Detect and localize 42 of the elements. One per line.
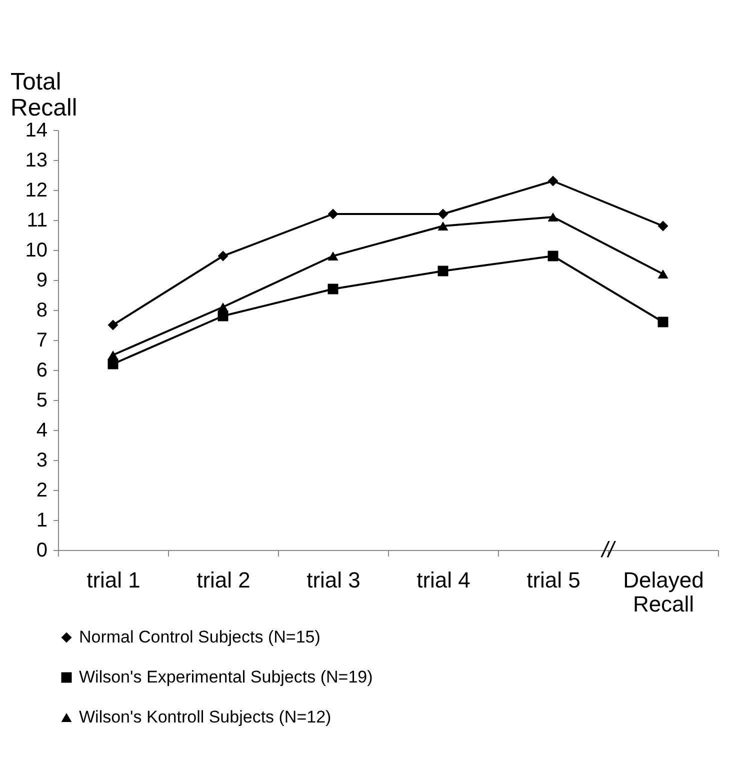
- y-tick-label: 6: [36, 360, 48, 382]
- point: [548, 250, 558, 262]
- y-tick-label: 8: [36, 300, 48, 322]
- point: [218, 302, 228, 312]
- y-tick-label: 7: [36, 330, 48, 352]
- point: [328, 284, 338, 294]
- y-tick-label: 13: [25, 150, 48, 172]
- point: [548, 176, 558, 186]
- point: [438, 221, 448, 231]
- y-tick-label: 3: [36, 450, 48, 472]
- legend-label: Wilson's Kontroll Subjects (N=12): [79, 708, 332, 726]
- y-tick-label: 4: [36, 420, 48, 442]
- y-tick-label: 5: [36, 390, 48, 412]
- legend-label: Normal Control Subjects (N=15): [79, 628, 320, 646]
- y-tick-label: 9: [36, 270, 48, 292]
- x-tick-label: trial 5: [526, 568, 580, 592]
- y-tick-label: 1: [36, 510, 48, 532]
- point: [438, 208, 448, 220]
- point: [108, 320, 118, 330]
- y-tick-label: 14: [25, 120, 48, 142]
- point: [218, 250, 228, 262]
- point: [438, 266, 448, 276]
- point: [658, 220, 668, 232]
- x-tick-label: trial 1: [86, 568, 140, 592]
- y-axis-title: Total Recall: [10, 68, 78, 122]
- y-tick-label: 10: [25, 240, 48, 262]
- x-tick-label: Delayed Recall: [623, 568, 704, 616]
- point: [658, 269, 668, 279]
- y-tick-label: 0: [36, 540, 48, 562]
- point: [548, 212, 558, 222]
- x-tick-label: trial 4: [416, 568, 470, 592]
- annotation: //: [600, 537, 616, 562]
- point: [328, 208, 338, 220]
- x-tick-label: trial 3: [306, 568, 360, 592]
- point: [658, 316, 668, 328]
- legend-label: Wilson's Experimental Subjects (N=19): [79, 668, 373, 686]
- point: [108, 350, 118, 360]
- x-tick-label: trial 2: [196, 568, 250, 592]
- y-tick-label: 11: [26, 210, 48, 232]
- y-tick-label: 12: [25, 180, 48, 202]
- y-tick-label: 2: [36, 480, 48, 502]
- point: [328, 251, 338, 261]
